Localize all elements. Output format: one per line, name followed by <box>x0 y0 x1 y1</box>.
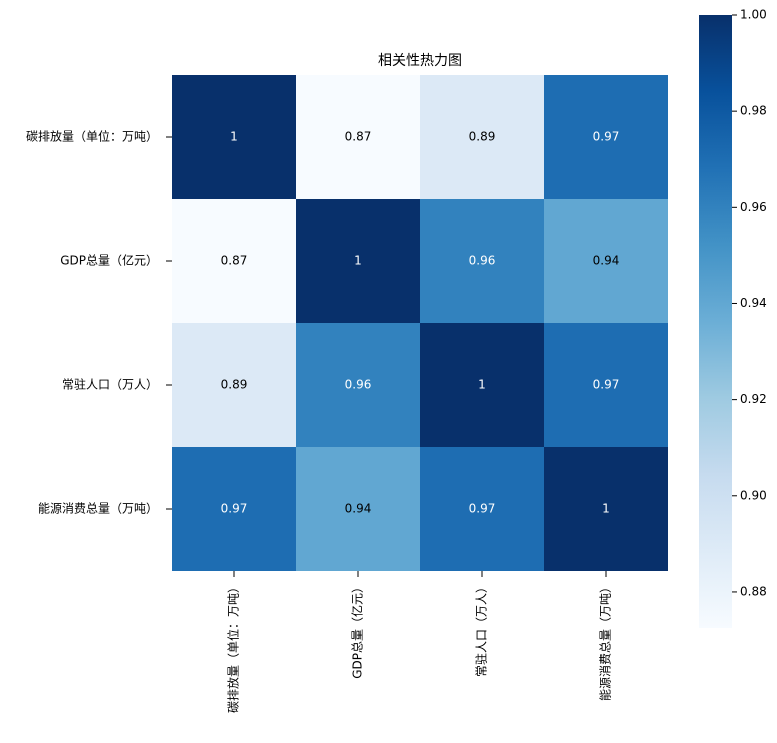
colorbar-tick-label: 0.96 <box>740 200 767 214</box>
cell-label: 0.96 <box>469 254 496 268</box>
heatmap-cell <box>172 323 296 447</box>
cell-label: 1 <box>354 254 362 268</box>
x-tick-label: GDP总量（亿元） <box>350 581 365 679</box>
cell-label: 1 <box>478 378 486 392</box>
colorbar <box>699 15 732 628</box>
y-tick-label: 常驻人口（万人） <box>62 377 158 392</box>
cell-label: 0.94 <box>345 502 372 516</box>
x-tick-label: 碳排放量（单位：万吨） <box>226 581 241 713</box>
colorbar-tick-label: 0.88 <box>740 584 767 598</box>
heatmap-cell <box>420 199 544 323</box>
heatmap-cell <box>296 199 420 323</box>
heatmap-cell <box>544 199 668 323</box>
colorbar-tick-label: 0.94 <box>740 296 767 310</box>
x-tick-label: 能源消费总量（万吨） <box>599 581 613 701</box>
cell-label: 0.89 <box>221 378 248 392</box>
cell-label: 0.89 <box>469 130 496 144</box>
heatmap-cell <box>420 447 544 571</box>
colorbar-tick-label: 0.98 <box>740 104 767 118</box>
colorbar-tick-label: 1.00 <box>740 8 767 22</box>
cell-label: 0.87 <box>345 130 372 144</box>
cell-label: 0.87 <box>221 254 248 268</box>
y-tick-label: 碳排放量（单位：万吨） <box>26 129 158 144</box>
cell-label: 0.96 <box>345 378 372 392</box>
heatmap-cell <box>296 323 420 447</box>
heatmap-cell <box>420 75 544 199</box>
cell-label: 1 <box>230 130 238 144</box>
colorbar-tick-label: 0.92 <box>740 392 767 406</box>
x-tick-label: 常驻人口（万人） <box>474 581 489 677</box>
heatmap-cell <box>544 447 668 571</box>
colorbar-tick-label: 0.90 <box>740 488 767 502</box>
chart-title: 相关性热力图 <box>378 53 462 69</box>
y-tick-label: GDP总量（亿元） <box>60 253 158 268</box>
y-tick-label: 能源消费总量（万吨） <box>38 502 158 516</box>
cell-label: 1 <box>602 502 610 516</box>
cell-label: 0.97 <box>593 378 620 392</box>
heatmap-cell <box>420 323 544 447</box>
heatmap-cell <box>296 447 420 571</box>
heatmap-cell <box>172 75 296 199</box>
heatmap-cell <box>296 75 420 199</box>
cell-label: 0.94 <box>593 254 620 268</box>
cell-label: 0.97 <box>469 502 496 516</box>
cell-label: 0.97 <box>221 502 248 516</box>
heatmap-cell <box>544 323 668 447</box>
heatmap-cell <box>172 447 296 571</box>
heatmap-cell <box>544 75 668 199</box>
cell-label: 0.97 <box>593 130 620 144</box>
heatmap-cell <box>172 199 296 323</box>
